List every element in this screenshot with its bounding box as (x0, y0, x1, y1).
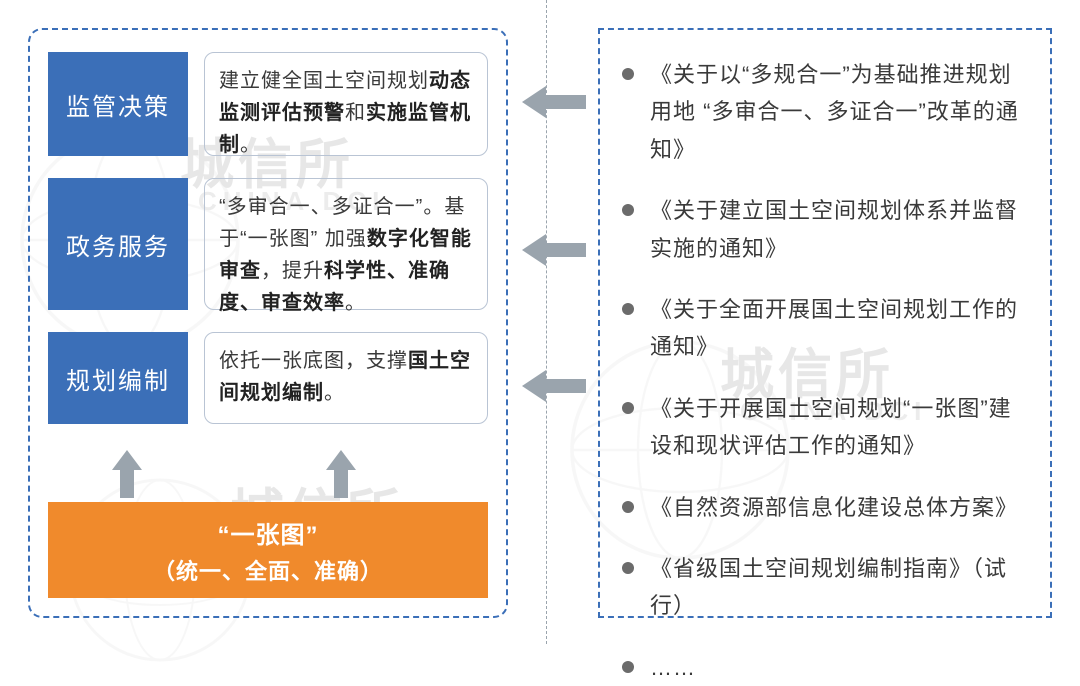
left-arrow-icon (522, 234, 586, 266)
doc-item: 《省级国土空间规划编制指南》（试行） (622, 550, 1030, 625)
one-map-subtitle: （统一、全面、准确） (153, 554, 383, 586)
doc-item: 《关于开展国土空间规划“一张图”建设和现状评估工作的通知》 (622, 390, 1030, 465)
doc-item: 《关于全面开展国土空间规划工作的通知》 (622, 291, 1030, 366)
left-arrow-icon (522, 370, 586, 402)
diagram-root: 城信所 CHINA DCI 城信所 CHINA DCI 城信所 CHINA DC… (0, 0, 1080, 644)
document-list: 《关于以“多规合一”为基础推进规划用地 “多审合一、多证合一”改革的通知》 《关… (622, 56, 1030, 686)
doc-item: …… (622, 649, 1030, 686)
one-map-title: “一张图” (218, 515, 319, 550)
label-planning: 规划编制 (48, 332, 188, 424)
row-planning: 规划编制 依托一张底图，支撑国土空间规划编制。 (48, 332, 488, 424)
doc-item: 《关于以“多规合一”为基础推进规划用地 “多审合一、多证合一”改革的通知》 (622, 56, 1030, 168)
row-supervision: 监管决策 建立健全国土空间规划动态监测评估预警和实施监管机制。 (48, 52, 488, 156)
desc-planning: 依托一张底图，支撑国土空间规划编制。 (204, 332, 488, 424)
left-panel: 监管决策 建立健全国土空间规划动态监测评估预警和实施监管机制。 政务服务 “多审… (28, 28, 508, 618)
one-map-box: “一张图” （统一、全面、准确） (48, 502, 488, 598)
desc-supervision: 建立健全国土空间规划动态监测评估预警和实施监管机制。 (204, 52, 488, 156)
label-supervision: 监管决策 (48, 52, 188, 156)
doc-item: 《关于建立国土空间规划体系并监督实施的通知》 (622, 192, 1030, 267)
up-arrow-icon (112, 450, 142, 498)
doc-item: 《自然资源部信息化建设总体方案》 (622, 489, 1030, 526)
desc-gov-service: “多审合一、多证合一”。基于“一张图” 加强数字化智能审查，提升科学性、准确度、… (204, 178, 488, 310)
row-gov-service: 政务服务 “多审合一、多证合一”。基于“一张图” 加强数字化智能审查，提升科学性… (48, 178, 488, 310)
label-gov-service: 政务服务 (48, 178, 188, 310)
right-panel: 《关于以“多规合一”为基础推进规划用地 “多审合一、多证合一”改革的通知》 《关… (598, 28, 1052, 618)
up-arrow-icon (326, 450, 356, 498)
left-arrow-icon (522, 86, 586, 118)
